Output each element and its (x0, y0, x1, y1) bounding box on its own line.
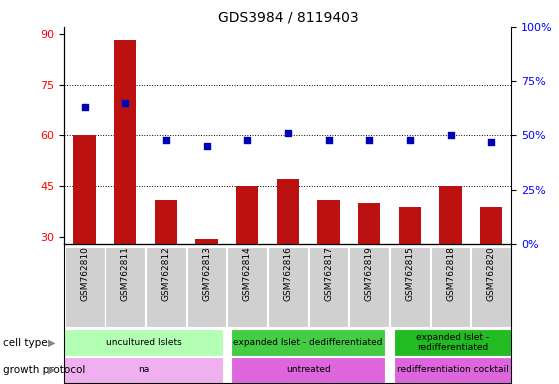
Bar (196, 239, 218, 339)
Point (487, 139, 496, 145)
FancyBboxPatch shape (430, 247, 471, 328)
FancyBboxPatch shape (65, 247, 105, 328)
Text: ▶: ▶ (48, 365, 55, 375)
Text: GSM762812: GSM762812 (162, 247, 170, 301)
Bar (231, 357, 386, 383)
Point (80, 104, 89, 110)
Bar (394, 329, 511, 356)
Bar (358, 203, 380, 339)
Point (243, 137, 252, 143)
Text: uncultured Islets: uncultured Islets (106, 338, 182, 347)
Title: GDS3984 / 8119403: GDS3984 / 8119403 (217, 10, 358, 24)
FancyBboxPatch shape (228, 247, 267, 328)
Text: GSM762818: GSM762818 (446, 247, 455, 301)
Bar (399, 207, 421, 339)
Text: growth protocol: growth protocol (3, 365, 85, 375)
Point (202, 143, 211, 149)
Text: GSM762819: GSM762819 (364, 247, 374, 301)
FancyBboxPatch shape (105, 247, 145, 328)
Bar (318, 200, 340, 339)
Text: expanded Islet - dedifferentiated: expanded Islet - dedifferentiated (234, 338, 383, 347)
Bar (155, 200, 177, 339)
Text: GSM762814: GSM762814 (243, 247, 252, 301)
FancyBboxPatch shape (187, 247, 226, 328)
Text: cell type: cell type (3, 338, 48, 348)
Bar (277, 179, 299, 339)
Text: GSM762813: GSM762813 (202, 247, 211, 301)
FancyBboxPatch shape (309, 247, 348, 328)
Text: GSM762811: GSM762811 (121, 247, 130, 301)
Text: GSM762817: GSM762817 (324, 247, 333, 301)
Bar (231, 329, 386, 356)
Point (446, 132, 455, 139)
Bar (480, 207, 503, 339)
Point (324, 137, 333, 143)
Point (405, 137, 414, 143)
Text: GSM762810: GSM762810 (80, 247, 89, 301)
FancyBboxPatch shape (471, 247, 511, 328)
Text: redifferentiation cocktail: redifferentiation cocktail (397, 365, 509, 374)
Text: GSM762816: GSM762816 (283, 247, 292, 301)
Bar (73, 136, 96, 339)
Bar (64, 329, 223, 356)
Bar (439, 186, 462, 339)
Point (364, 137, 373, 143)
FancyBboxPatch shape (390, 247, 430, 328)
Point (121, 100, 130, 106)
Point (162, 137, 170, 143)
Bar (394, 357, 511, 383)
Text: untreated: untreated (286, 365, 330, 374)
Text: ▶: ▶ (48, 338, 55, 348)
FancyBboxPatch shape (349, 247, 389, 328)
Bar (114, 40, 136, 339)
Text: GSM762820: GSM762820 (487, 247, 496, 301)
FancyBboxPatch shape (146, 247, 186, 328)
Bar (236, 186, 258, 339)
FancyBboxPatch shape (268, 247, 308, 328)
Bar (64, 357, 223, 383)
Text: expanded Islet -
redifferentiated: expanded Islet - redifferentiated (416, 333, 489, 352)
Point (283, 130, 292, 136)
Text: na: na (138, 365, 149, 374)
Text: GSM762815: GSM762815 (405, 247, 414, 301)
